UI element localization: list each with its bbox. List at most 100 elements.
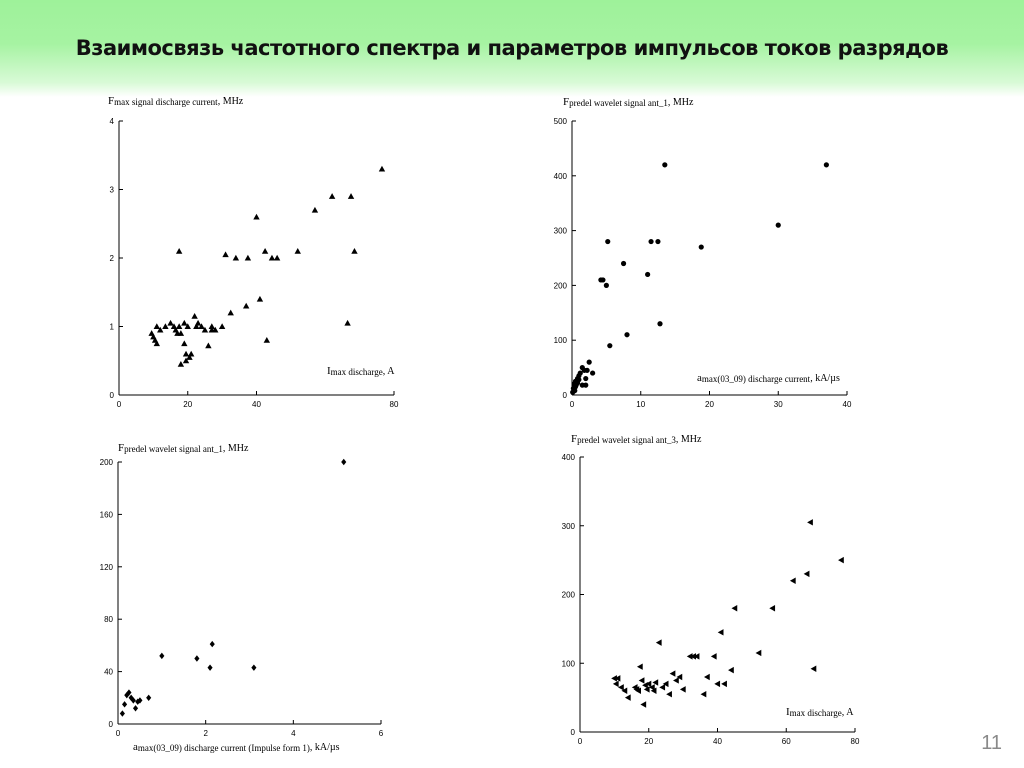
data-point — [810, 665, 817, 672]
data-point — [184, 323, 191, 330]
x-tick-label: 40 — [713, 737, 722, 746]
y-axis-label: Fpredel wavelet signal ant_1, MHz — [118, 442, 249, 454]
y-tick-label: 100 — [562, 659, 576, 668]
data-point — [175, 247, 183, 254]
data-point — [146, 694, 152, 701]
data-point — [253, 213, 260, 220]
data-point — [635, 687, 641, 694]
data-point — [679, 686, 686, 693]
data-point — [273, 254, 281, 261]
data-point — [642, 682, 648, 689]
data-point — [662, 680, 669, 688]
data-point — [624, 694, 631, 701]
y-tick-label: 200 — [100, 458, 114, 467]
data-point — [652, 679, 659, 686]
data-point — [703, 673, 710, 681]
data-point — [659, 684, 666, 691]
data-point — [721, 680, 727, 688]
data-point — [620, 260, 627, 267]
x-tick-label: 0 — [117, 400, 122, 409]
data-point — [583, 382, 589, 388]
data-point — [191, 313, 198, 319]
y-tick-label: 1 — [110, 323, 115, 332]
data-point — [666, 690, 672, 698]
data-point — [676, 673, 683, 681]
data-point — [119, 710, 125, 717]
data-point — [657, 321, 663, 327]
data-point — [638, 677, 645, 684]
data-point — [328, 193, 336, 199]
data-point — [181, 340, 188, 347]
data-point — [153, 340, 161, 347]
data-point — [803, 570, 810, 578]
data-point — [344, 319, 351, 326]
data-point — [242, 302, 250, 309]
data-point — [823, 162, 829, 168]
data-point — [728, 666, 734, 674]
data-point — [710, 653, 717, 660]
y-tick-label: 0 — [563, 391, 568, 400]
data-point — [182, 350, 190, 357]
data-point — [775, 222, 781, 228]
slide-title: Взаимосвязь частотного спектра и парамет… — [75, 36, 949, 60]
x-axis-label: amax(03_09) discharge current (Impulse f… — [133, 741, 340, 753]
data-point — [662, 162, 668, 168]
y-tick-label: 3 — [110, 186, 115, 195]
title-bar — [0, 0, 1024, 97]
data-point — [209, 640, 215, 648]
data-point — [256, 295, 264, 302]
data-point — [648, 684, 655, 691]
data-point — [590, 370, 596, 376]
x-tick-label: 0 — [578, 737, 583, 746]
data-point — [673, 677, 679, 684]
y-tick-label: 100 — [554, 336, 568, 345]
x-tick-label: 4 — [291, 729, 296, 738]
data-point — [294, 247, 301, 254]
data-point — [686, 653, 693, 660]
data-point — [341, 458, 347, 466]
data-point — [167, 319, 174, 326]
y-tick-label: 400 — [554, 172, 568, 181]
data-point — [244, 254, 252, 261]
data-point — [347, 193, 355, 199]
data-point — [584, 367, 590, 373]
data-point — [124, 691, 130, 699]
data-point — [207, 664, 213, 671]
data-point — [177, 360, 185, 367]
x-tick-label: 20 — [705, 400, 714, 409]
data-point — [755, 649, 762, 657]
data-point — [614, 675, 621, 682]
data-point — [576, 377, 582, 383]
data-point — [714, 680, 721, 688]
data-point — [132, 705, 139, 712]
data-point — [643, 686, 650, 693]
x-tick-label: 40 — [252, 400, 261, 409]
y-tick-label: 400 — [562, 453, 576, 462]
y-tick-label: 300 — [562, 522, 576, 531]
y-tick-label: 2 — [110, 254, 115, 263]
data-point — [181, 319, 188, 326]
x-tick-label: 80 — [390, 400, 399, 409]
data-point — [128, 694, 134, 701]
data-point — [205, 342, 212, 349]
data-point — [182, 357, 190, 364]
data-point — [208, 323, 216, 330]
x-tick-label: 30 — [774, 400, 783, 409]
data-point — [153, 323, 161, 330]
data-point — [586, 359, 592, 365]
data-point — [648, 238, 654, 245]
y-axis-label: Fmax signal discharge current, MHz — [108, 95, 244, 107]
x-tick-label: 80 — [851, 737, 860, 746]
data-point — [175, 323, 183, 330]
data-point — [789, 577, 796, 584]
y-tick-label: 0 — [571, 728, 576, 737]
data-point — [222, 251, 229, 258]
y-tick-label: 0 — [110, 391, 115, 400]
data-point — [162, 323, 169, 330]
data-point — [605, 238, 611, 245]
data-point — [212, 326, 219, 333]
data-point — [261, 247, 269, 254]
